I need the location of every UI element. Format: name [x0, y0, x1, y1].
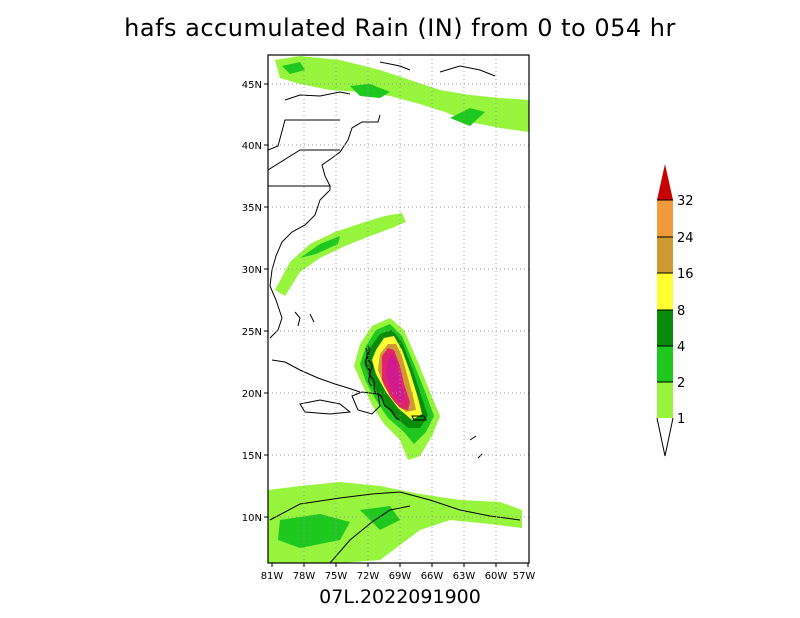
colorbar-lower-arrow	[656, 417, 674, 457]
lat-label-10n: 10N	[242, 513, 262, 524]
lon-label-72w: 72W	[357, 571, 380, 582]
lon-label-78w: 78W	[293, 571, 316, 582]
colorbar-swatch-16	[657, 237, 673, 273]
lon-label-66w: 66W	[421, 571, 444, 582]
colorbar-swatch-8	[657, 273, 673, 310]
storm-track	[367, 345, 401, 421]
colorbar-swatch-1	[657, 382, 673, 418]
map-content	[268, 55, 529, 563]
lon-label-60w: 60W	[485, 571, 508, 582]
rainfall-swaths	[268, 56, 529, 563]
lon-label-63w: 63W	[453, 571, 476, 582]
colorbar-swatch-2	[657, 346, 673, 382]
rain-swath-atlantic	[275, 213, 406, 296]
lon-label-57w: 57W	[513, 571, 536, 582]
lat-label-35n: 35N	[242, 203, 262, 214]
colorbar-swatch-24	[657, 200, 673, 237]
chart-title: hafs accumulated Rain (IN) from 0 to 054…	[124, 14, 676, 42]
grid-lines	[268, 55, 529, 563]
colorbar-label-16: 16	[677, 267, 694, 282]
lat-label-45n: 45N	[242, 80, 262, 91]
colorbar-label-2: 2	[677, 376, 685, 391]
map-panel	[268, 55, 529, 563]
lon-label-75w: 75W	[325, 571, 348, 582]
map-frame	[267, 54, 530, 564]
colorbar-label-8: 8	[677, 304, 685, 319]
lat-label-30n: 30N	[242, 265, 262, 276]
lat-label-40n: 40N	[242, 141, 262, 152]
colorbar-swatch-32	[657, 164, 673, 200]
colorbar-swatch-4	[657, 310, 673, 346]
colorbar-label-1: 1	[677, 412, 685, 427]
colorbar: 1 2 4 8 16 24 32	[656, 164, 694, 457]
colorbar-label-4: 4	[677, 340, 685, 355]
lon-label-69w: 69W	[389, 571, 412, 582]
lat-label-15n: 15N	[242, 451, 262, 462]
colorbar-label-24: 24	[677, 231, 694, 246]
lon-axis: 81W 78W 75W 72W 69W 66W 63W 60W 57W	[261, 563, 536, 582]
lat-label-20n: 20N	[242, 389, 262, 400]
lat-axis: 45N 40N 35N 30N 25N 20N 15N 10N	[242, 80, 268, 524]
lon-label-81w: 81W	[261, 571, 284, 582]
storm-run-id: 07L.2022091900	[319, 586, 481, 608]
lat-label-25n: 25N	[242, 327, 262, 338]
colorbar-label-32: 32	[677, 194, 694, 209]
